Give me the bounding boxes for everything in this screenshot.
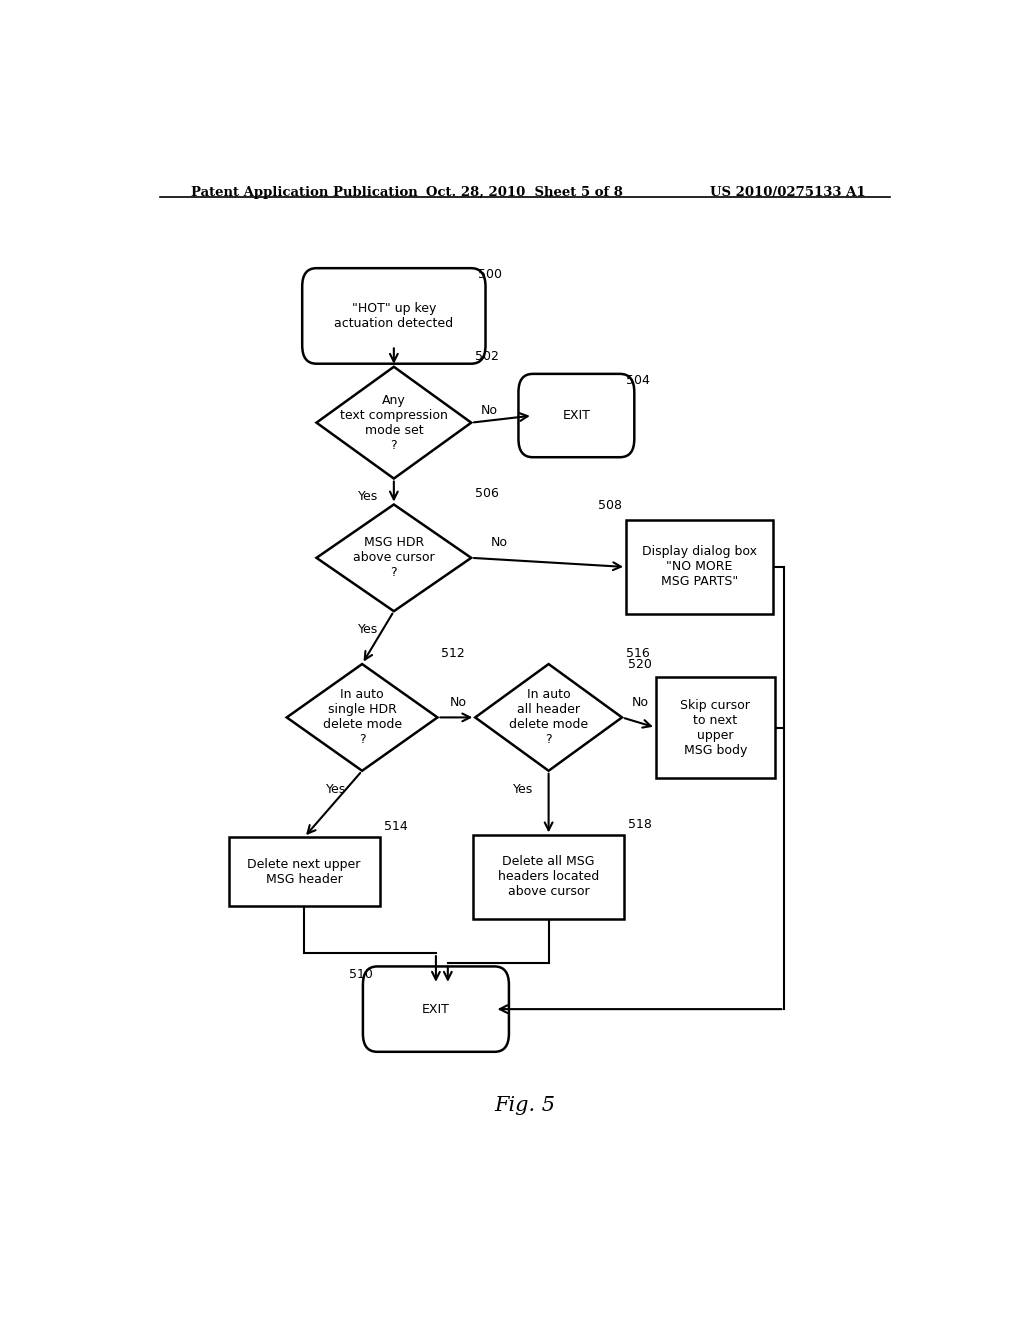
- Text: 500: 500: [477, 268, 502, 281]
- Bar: [473, 836, 624, 919]
- Text: No: No: [480, 404, 498, 417]
- Text: 504: 504: [627, 374, 650, 387]
- Polygon shape: [475, 664, 622, 771]
- Polygon shape: [287, 664, 437, 771]
- Text: Skip cursor
to next
upper
MSG body: Skip cursor to next upper MSG body: [680, 698, 751, 756]
- Bar: [626, 520, 773, 614]
- Text: Display dialog box
"NO MORE
MSG PARTS": Display dialog box "NO MORE MSG PARTS": [642, 545, 757, 589]
- Bar: [228, 837, 380, 907]
- Text: Any
text compression
mode set
?: Any text compression mode set ?: [340, 393, 447, 451]
- Text: No: No: [632, 696, 648, 709]
- Text: No: No: [492, 536, 508, 549]
- Text: EXIT: EXIT: [422, 1003, 450, 1015]
- Text: Yes: Yes: [513, 783, 534, 796]
- Text: In auto
all header
delete mode
?: In auto all header delete mode ?: [509, 689, 588, 746]
- FancyBboxPatch shape: [302, 268, 485, 364]
- Text: EXIT: EXIT: [562, 409, 590, 422]
- Bar: [655, 677, 775, 779]
- Text: 506: 506: [475, 487, 499, 500]
- Text: 514: 514: [384, 820, 408, 833]
- Text: "HOT" up key
actuation detected: "HOT" up key actuation detected: [334, 302, 454, 330]
- Text: Yes: Yes: [327, 783, 347, 796]
- Text: No: No: [450, 696, 466, 709]
- Text: 502: 502: [475, 350, 499, 363]
- FancyBboxPatch shape: [362, 966, 509, 1052]
- Text: 512: 512: [441, 647, 465, 660]
- Text: 518: 518: [628, 818, 652, 832]
- Text: Oct. 28, 2010  Sheet 5 of 8: Oct. 28, 2010 Sheet 5 of 8: [426, 186, 624, 199]
- Text: Yes: Yes: [358, 490, 379, 503]
- Text: 516: 516: [626, 647, 650, 660]
- FancyBboxPatch shape: [518, 374, 634, 457]
- Text: US 2010/0275133 A1: US 2010/0275133 A1: [711, 186, 866, 199]
- Polygon shape: [316, 367, 471, 479]
- Text: Delete all MSG
headers located
above cursor: Delete all MSG headers located above cur…: [498, 855, 599, 899]
- Text: Patent Application Publication: Patent Application Publication: [191, 186, 418, 199]
- Text: 508: 508: [598, 499, 622, 512]
- Text: MSG HDR
above cursor
?: MSG HDR above cursor ?: [353, 536, 434, 579]
- Text: Yes: Yes: [358, 623, 379, 636]
- Text: Delete next upper
MSG header: Delete next upper MSG header: [248, 858, 360, 886]
- Text: 510: 510: [349, 968, 373, 981]
- Text: 520: 520: [628, 657, 652, 671]
- Polygon shape: [316, 504, 471, 611]
- Text: In auto
single HDR
delete mode
?: In auto single HDR delete mode ?: [323, 689, 401, 746]
- Text: Fig. 5: Fig. 5: [495, 1096, 555, 1115]
